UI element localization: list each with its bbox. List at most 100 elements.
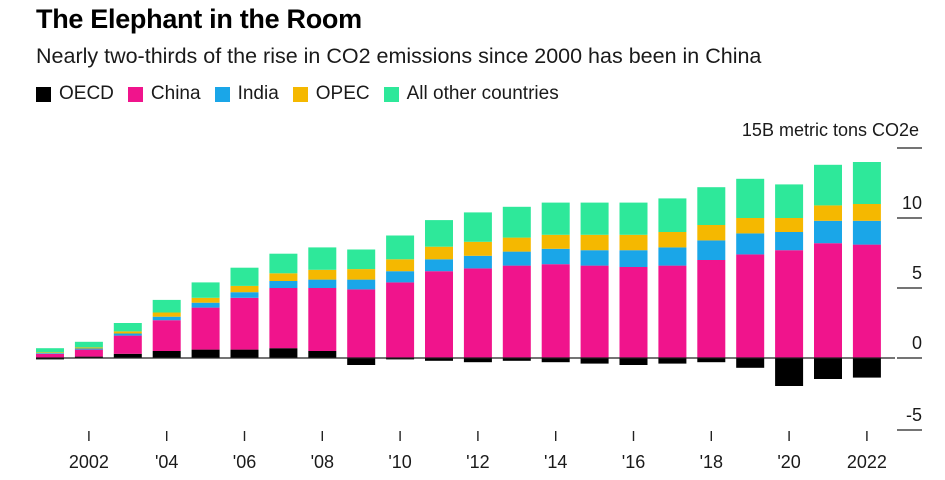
bar-oecd-2008	[308, 351, 337, 358]
bar-oecd-2009	[347, 358, 376, 365]
bar-china-2002	[74, 349, 103, 357]
bar-all-other-countries-2005	[191, 282, 220, 298]
bar-china-2012	[463, 268, 492, 358]
bar-india-2008	[308, 279, 337, 288]
bar-opec-2009	[347, 269, 376, 280]
legend-label-china: China	[150, 83, 201, 104]
bar-all-other-countries-2016	[619, 202, 648, 235]
bar-all-other-countries-2012	[463, 212, 492, 242]
legend-item-china: China	[127, 83, 201, 105]
bar-oecd-2006	[230, 349, 259, 358]
bar-oecd-2016	[619, 358, 648, 365]
bar-all-other-countries-2004	[152, 299, 181, 313]
bar-all-other-countries-2015	[580, 202, 609, 235]
bar-opec-2005	[191, 297, 220, 303]
bar-oecd-2017	[658, 358, 687, 364]
bar-china-2013	[502, 265, 531, 358]
y-tick-label-5: 5	[912, 263, 922, 283]
bar-all-other-countries-2010	[386, 235, 415, 260]
bar-china-2004	[152, 320, 181, 351]
chart-legend: OECD China India OPEC All other countrie…	[36, 83, 573, 105]
bar-all-other-countries-2022	[852, 162, 881, 204]
bar-oecd-2004	[152, 351, 181, 358]
x-tick-label-2016: '16	[622, 452, 645, 472]
bar-china-2022	[852, 244, 881, 358]
y-tick-label-0: 0	[912, 333, 922, 353]
bar-opec-2001	[36, 352, 64, 354]
bar-oecd-2022	[852, 358, 881, 378]
bar-india-2013	[502, 251, 531, 266]
x-tick-label-2014: '14	[544, 452, 567, 472]
bar-oecd-2005	[191, 349, 220, 358]
bar-opec-2002	[74, 347, 103, 349]
bar-opec-2010	[386, 259, 415, 272]
bar-india-2001	[36, 353, 64, 354]
bar-opec-2013	[502, 237, 531, 252]
bar-china-2021	[814, 243, 842, 358]
bar-china-2015	[580, 265, 609, 358]
bar-all-other-countries-2017	[658, 198, 687, 232]
legend-item-opec: OPEC	[292, 83, 370, 105]
y-tick-label--5: -5	[906, 405, 922, 425]
bar-india-2003	[113, 333, 142, 336]
bar-oecd-2013	[502, 358, 531, 361]
bar-opec-2011	[425, 246, 453, 260]
bar-all-other-countries-2013	[502, 206, 531, 238]
bar-opec-2003	[113, 331, 142, 334]
bar-oecd-2018	[697, 358, 726, 363]
legend-label-opec: OPEC	[315, 83, 370, 104]
bar-opec-2004	[152, 312, 181, 317]
bar-china-2005	[191, 307, 220, 350]
bar-india-2002	[74, 348, 103, 350]
legend-swatch-india	[214, 86, 230, 102]
bar-india-2011	[425, 259, 453, 272]
bar-oecd-2019	[736, 358, 765, 368]
bar-china-2020	[775, 250, 804, 358]
bar-oecd-2020	[775, 358, 804, 386]
bar-opec-2015	[580, 234, 609, 251]
bar-india-2010	[386, 271, 415, 283]
bar-all-other-countries-2014	[541, 202, 570, 235]
bar-oecd-2001	[36, 358, 64, 360]
bar-india-2014	[541, 248, 570, 265]
legend-swatch-opec	[292, 86, 308, 102]
legend-swatch-china	[127, 86, 143, 102]
bar-china-2016	[619, 267, 648, 358]
bar-india-2017	[658, 247, 687, 266]
bar-all-other-countries-2003	[113, 323, 142, 332]
bar-india-2019	[736, 233, 765, 255]
bar-opec-2014	[541, 234, 570, 249]
bar-india-2016	[619, 250, 648, 267]
bar-oecd-2014	[541, 358, 570, 363]
bar-china-2017	[658, 265, 687, 358]
legend-item-oecd: OECD	[36, 83, 114, 105]
bar-oecd-2012	[463, 358, 492, 363]
bar-oecd-2015	[580, 358, 609, 364]
bar-oecd-2010	[386, 358, 415, 360]
bar-all-other-countries-2021	[814, 164, 842, 206]
bar-india-2005	[191, 302, 220, 308]
bar-opec-2016	[619, 234, 648, 251]
chart-subtitle: Nearly two-thirds of the rise in CO2 emi…	[36, 44, 762, 68]
bar-china-2014	[541, 264, 570, 358]
x-tick-label-2008: '08	[311, 452, 334, 472]
bar-all-other-countries-2020	[775, 184, 804, 218]
bar-india-2004	[152, 316, 181, 321]
bar-all-other-countries-2001	[36, 348, 64, 353]
bar-all-other-countries-2019	[736, 178, 765, 218]
x-tick-label-2002: 2002	[69, 452, 109, 472]
bar-opec-2006	[230, 285, 259, 293]
bar-india-2020	[775, 232, 804, 251]
bar-opec-2017	[658, 232, 687, 248]
bar-all-other-countries-2002	[74, 341, 103, 348]
bar-opec-2008	[308, 269, 337, 280]
legend-item-other: All other countries	[383, 83, 559, 105]
x-tick-label-2018: '18	[700, 452, 723, 472]
bar-china-2007	[269, 288, 298, 349]
bar-india-2018	[697, 240, 726, 260]
bar-china-2009	[347, 289, 376, 358]
bar-china-2008	[308, 288, 337, 351]
x-tick-label-2010: '10	[388, 452, 411, 472]
bar-china-2006	[230, 297, 259, 350]
